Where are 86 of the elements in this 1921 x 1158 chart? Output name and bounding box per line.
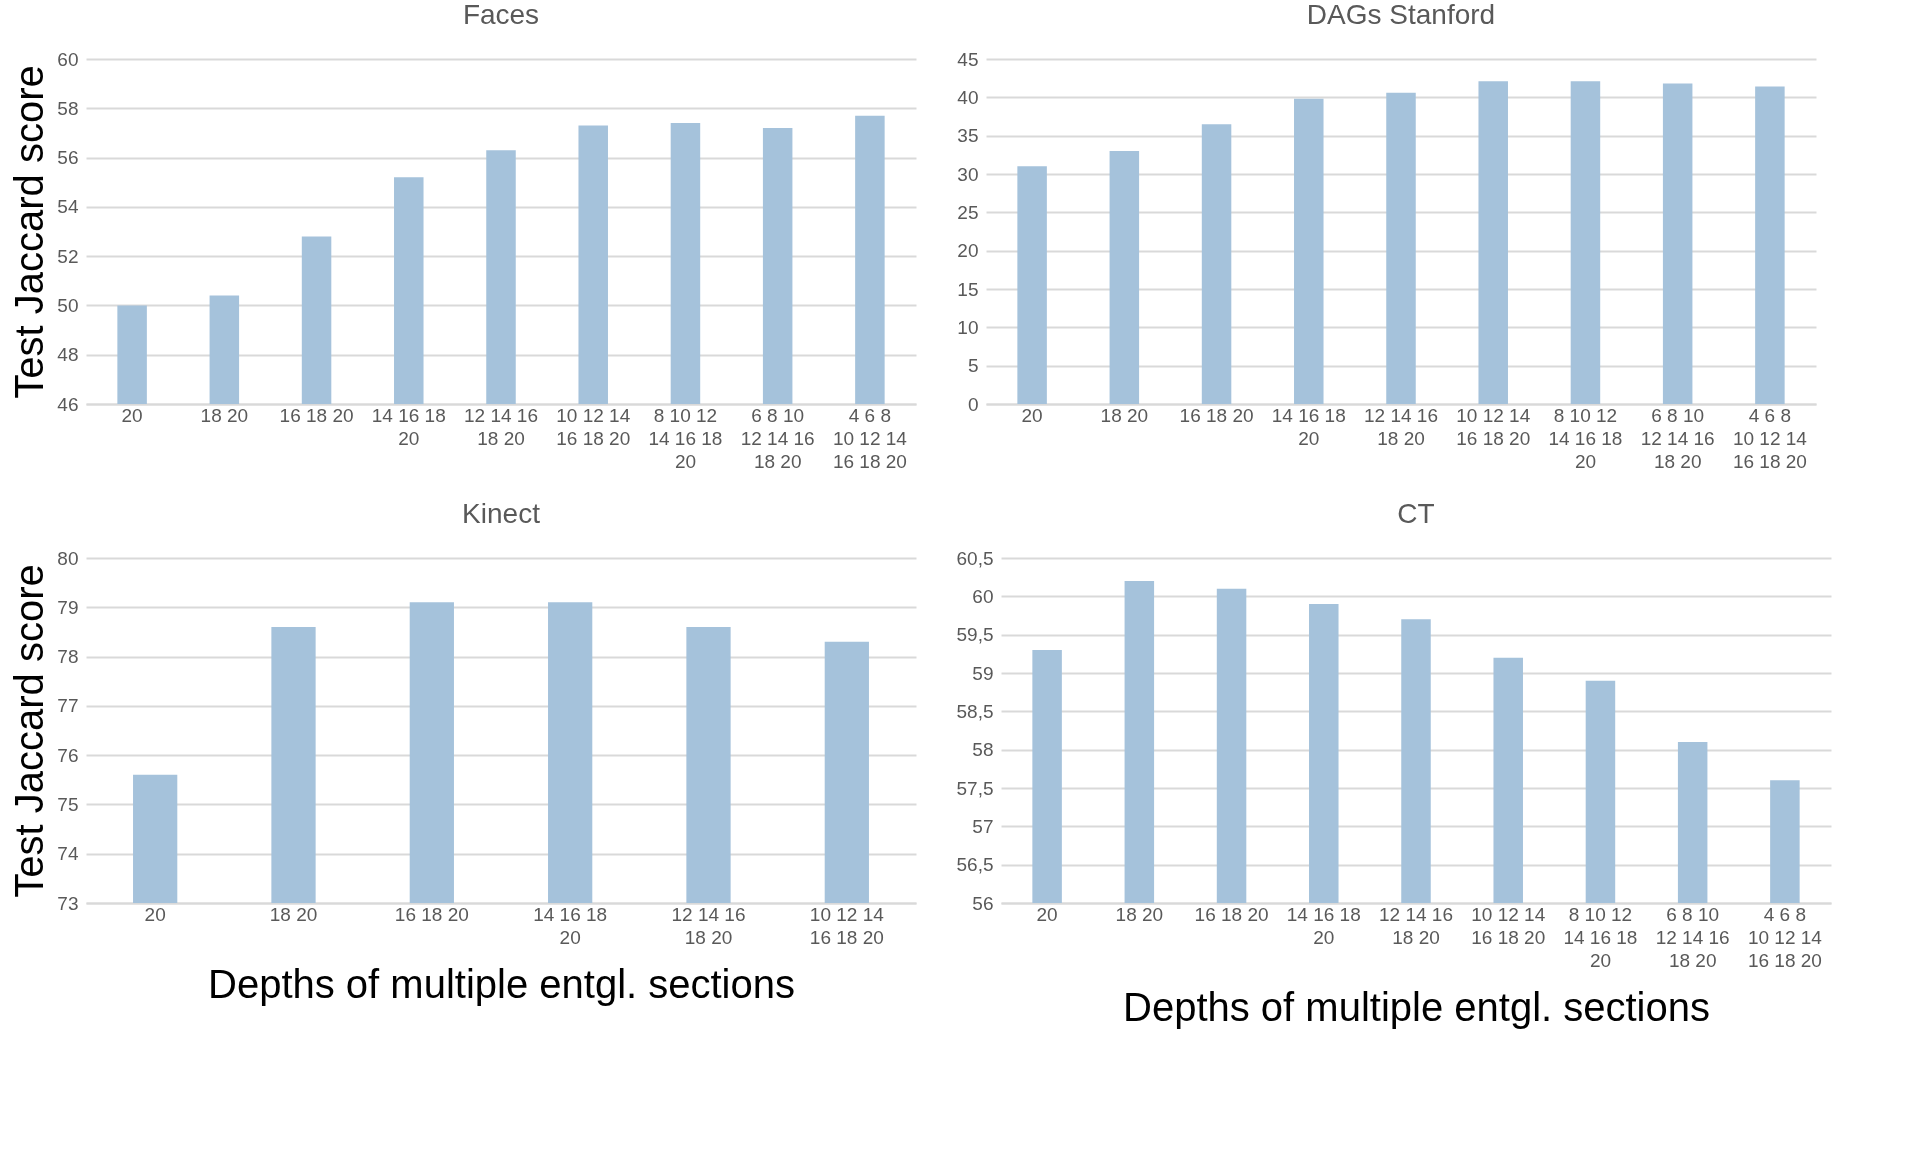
y-axis-title: Test Jaccard score bbox=[7, 564, 52, 898]
y-tick-label: 58,5 bbox=[956, 700, 994, 722]
y-tick-label: 57,5 bbox=[956, 777, 994, 799]
x-tick-label: 4 6 8 10 12 14 16 18 20 bbox=[1732, 404, 1808, 472]
x-tick-label: 12 14 16 18 20 bbox=[1364, 404, 1438, 449]
x-tick-label: 4 6 8 10 12 14 16 18 20 bbox=[832, 404, 908, 472]
x-tick-label: 16 18 20 bbox=[394, 903, 469, 925]
y-axis-title: Test Jaccard score bbox=[7, 65, 52, 399]
bar bbox=[1294, 98, 1324, 404]
bar bbox=[1570, 81, 1601, 404]
x-tick-label: 12 14 16 18 20 bbox=[1379, 903, 1453, 948]
x-tick-label: 10 12 14 16 18 20 bbox=[556, 404, 631, 449]
y-tick-label: 56 bbox=[57, 147, 79, 169]
x-tick-label: 16 18 20 bbox=[279, 404, 354, 426]
chart-title: Kinect bbox=[462, 498, 541, 529]
x-axis-title: Depths of multiple entgl. sections bbox=[1123, 984, 1710, 1029]
x-tick-label: 14 16 18 20 bbox=[1271, 404, 1346, 449]
y-tick-label: 60,5 bbox=[956, 547, 994, 569]
x-tick-label: 6 8 10 12 14 16 18 20 bbox=[1640, 404, 1715, 472]
x-axis-title: Depths of multiple entgl. sections bbox=[208, 961, 795, 1006]
y-tick-label: 35 bbox=[957, 125, 979, 147]
y-tick-label: 30 bbox=[957, 163, 979, 185]
y-tick-label: 78 bbox=[57, 646, 79, 668]
x-tick-label: 14 16 18 20 bbox=[1286, 903, 1361, 948]
y-tick-label: 58 bbox=[57, 97, 79, 119]
x-tick-label: 4 6 8 10 12 14 16 18 20 bbox=[1747, 903, 1823, 971]
chart-title: DAGs Stanford bbox=[1306, 0, 1496, 30]
y-tick-label: 20 bbox=[957, 240, 979, 262]
bar bbox=[1017, 166, 1047, 404]
x-tick-label: 6 8 10 12 14 16 18 20 bbox=[1655, 903, 1730, 971]
y-tick-label: 57 bbox=[972, 815, 994, 837]
x-tick-label: 14 16 18 20 bbox=[533, 903, 608, 948]
y-tick-label: 46 bbox=[57, 393, 79, 415]
bar bbox=[1386, 92, 1416, 404]
bar bbox=[1478, 81, 1508, 404]
y-tick-label: 74 bbox=[57, 843, 79, 865]
x-tick-label: 18 20 bbox=[269, 903, 318, 925]
y-tick-label: 59,5 bbox=[956, 624, 994, 646]
chart-title: Faces bbox=[462, 0, 540, 30]
x-tick-label: 12 14 16 18 20 bbox=[464, 404, 538, 449]
x-tick-label: 6 8 10 12 14 16 18 20 bbox=[740, 404, 815, 472]
y-tick-label: 0 bbox=[967, 393, 979, 415]
y-tick-label: 80 bbox=[57, 547, 79, 569]
x-tick-label: 20 bbox=[1036, 903, 1058, 925]
x-tick-label: 16 18 20 bbox=[1179, 404, 1254, 426]
y-tick-label: 59 bbox=[972, 662, 994, 684]
x-tick-label: 18 20 bbox=[1115, 903, 1164, 925]
y-tick-label: 5 bbox=[967, 355, 979, 377]
x-tick-label: 8 10 12 14 16 18 20 bbox=[1548, 404, 1623, 472]
bar bbox=[1662, 83, 1693, 404]
y-tick-label: 52 bbox=[57, 245, 79, 267]
x-tick-label: 16 18 20 bbox=[1194, 903, 1269, 925]
y-tick-label: 56 bbox=[972, 892, 994, 914]
bar bbox=[1201, 124, 1232, 404]
y-tick-label: 15 bbox=[957, 278, 979, 300]
y-tick-label: 60 bbox=[57, 48, 79, 70]
y-tick-label: 58 bbox=[972, 739, 994, 761]
y-tick-label: 40 bbox=[957, 86, 979, 108]
y-tick-label: 50 bbox=[57, 294, 79, 316]
bar bbox=[1109, 151, 1140, 404]
y-tick-label: 60 bbox=[972, 585, 994, 607]
y-tick-label: 45 bbox=[957, 48, 979, 70]
y-tick-label: 79 bbox=[57, 596, 79, 618]
y-tick-label: 76 bbox=[57, 744, 79, 766]
y-tick-label: 56,5 bbox=[956, 854, 994, 876]
y-tick-label: 75 bbox=[57, 793, 79, 815]
x-tick-label: 10 12 14 16 18 20 bbox=[1456, 404, 1531, 449]
x-tick-label: 18 20 bbox=[200, 404, 249, 426]
bar bbox=[1755, 86, 1785, 404]
chart-title: CT bbox=[1397, 498, 1435, 529]
x-tick-label: 8 10 12 14 16 18 20 bbox=[648, 404, 723, 472]
x-tick-label: 8 10 12 14 16 18 20 bbox=[1563, 903, 1638, 971]
x-tick-label: 14 16 18 20 bbox=[371, 404, 446, 449]
y-tick-label: 77 bbox=[57, 695, 79, 717]
x-tick-label: 20 bbox=[1021, 404, 1043, 426]
x-tick-label: 12 14 16 18 20 bbox=[671, 903, 746, 948]
x-tick-label: 10 12 14 16 18 20 bbox=[1471, 903, 1546, 948]
x-tick-label: 20 bbox=[121, 404, 143, 426]
y-tick-label: 10 bbox=[957, 316, 979, 338]
x-tick-label: 18 20 bbox=[1100, 404, 1149, 426]
x-tick-label: 10 12 14 16 18 20 bbox=[809, 903, 885, 948]
y-tick-label: 25 bbox=[957, 201, 979, 223]
y-tick-label: 73 bbox=[57, 892, 79, 914]
y-tick-label: 54 bbox=[57, 196, 79, 218]
x-tick-label: 20 bbox=[144, 903, 166, 925]
y-tick-label: 48 bbox=[57, 344, 79, 366]
